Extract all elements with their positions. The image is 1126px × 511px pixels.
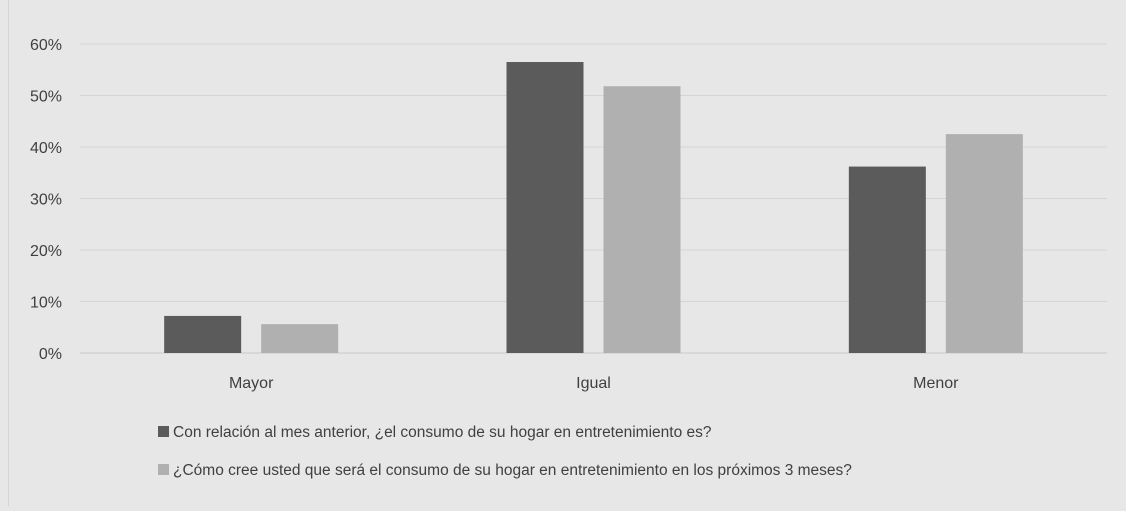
y-tick-label: 30% xyxy=(30,192,62,209)
y-tick-label: 20% xyxy=(30,243,62,260)
y-axis-tick-labels: 0% 10% 20% 30% 40% 50% 60% xyxy=(30,37,62,363)
bar-igual-series-2 xyxy=(603,86,681,353)
legend: Con relación al mes anterior, ¿el consum… xyxy=(158,424,852,479)
legend-swatch xyxy=(158,426,169,437)
bar-mayor-series-1 xyxy=(164,315,242,353)
gridlines xyxy=(80,43,1107,354)
x-category-label: Igual xyxy=(576,375,611,392)
x-category-label: Menor xyxy=(913,375,959,392)
bar-menor-series-2 xyxy=(945,134,1023,353)
y-tick-label: 10% xyxy=(30,295,62,312)
legend-label: Con relación al mes anterior, ¿el consum… xyxy=(173,424,712,441)
bars xyxy=(164,62,1023,354)
y-tick-label: 0% xyxy=(39,346,62,363)
bar-igual-series-1 xyxy=(506,62,584,354)
x-axis-category-labels: Mayor Igual Menor xyxy=(229,375,959,392)
y-tick-label: 60% xyxy=(30,37,62,54)
bar-mayor-series-2 xyxy=(261,324,339,353)
legend-label: ¿Cómo cree usted que será el consumo de … xyxy=(173,462,852,479)
x-category-label: Mayor xyxy=(229,375,274,392)
y-tick-label: 40% xyxy=(30,140,62,157)
bar-menor-series-1 xyxy=(848,166,926,353)
legend-swatch xyxy=(158,464,169,475)
chart-left-border xyxy=(8,0,9,506)
y-tick-label: 50% xyxy=(30,89,62,106)
